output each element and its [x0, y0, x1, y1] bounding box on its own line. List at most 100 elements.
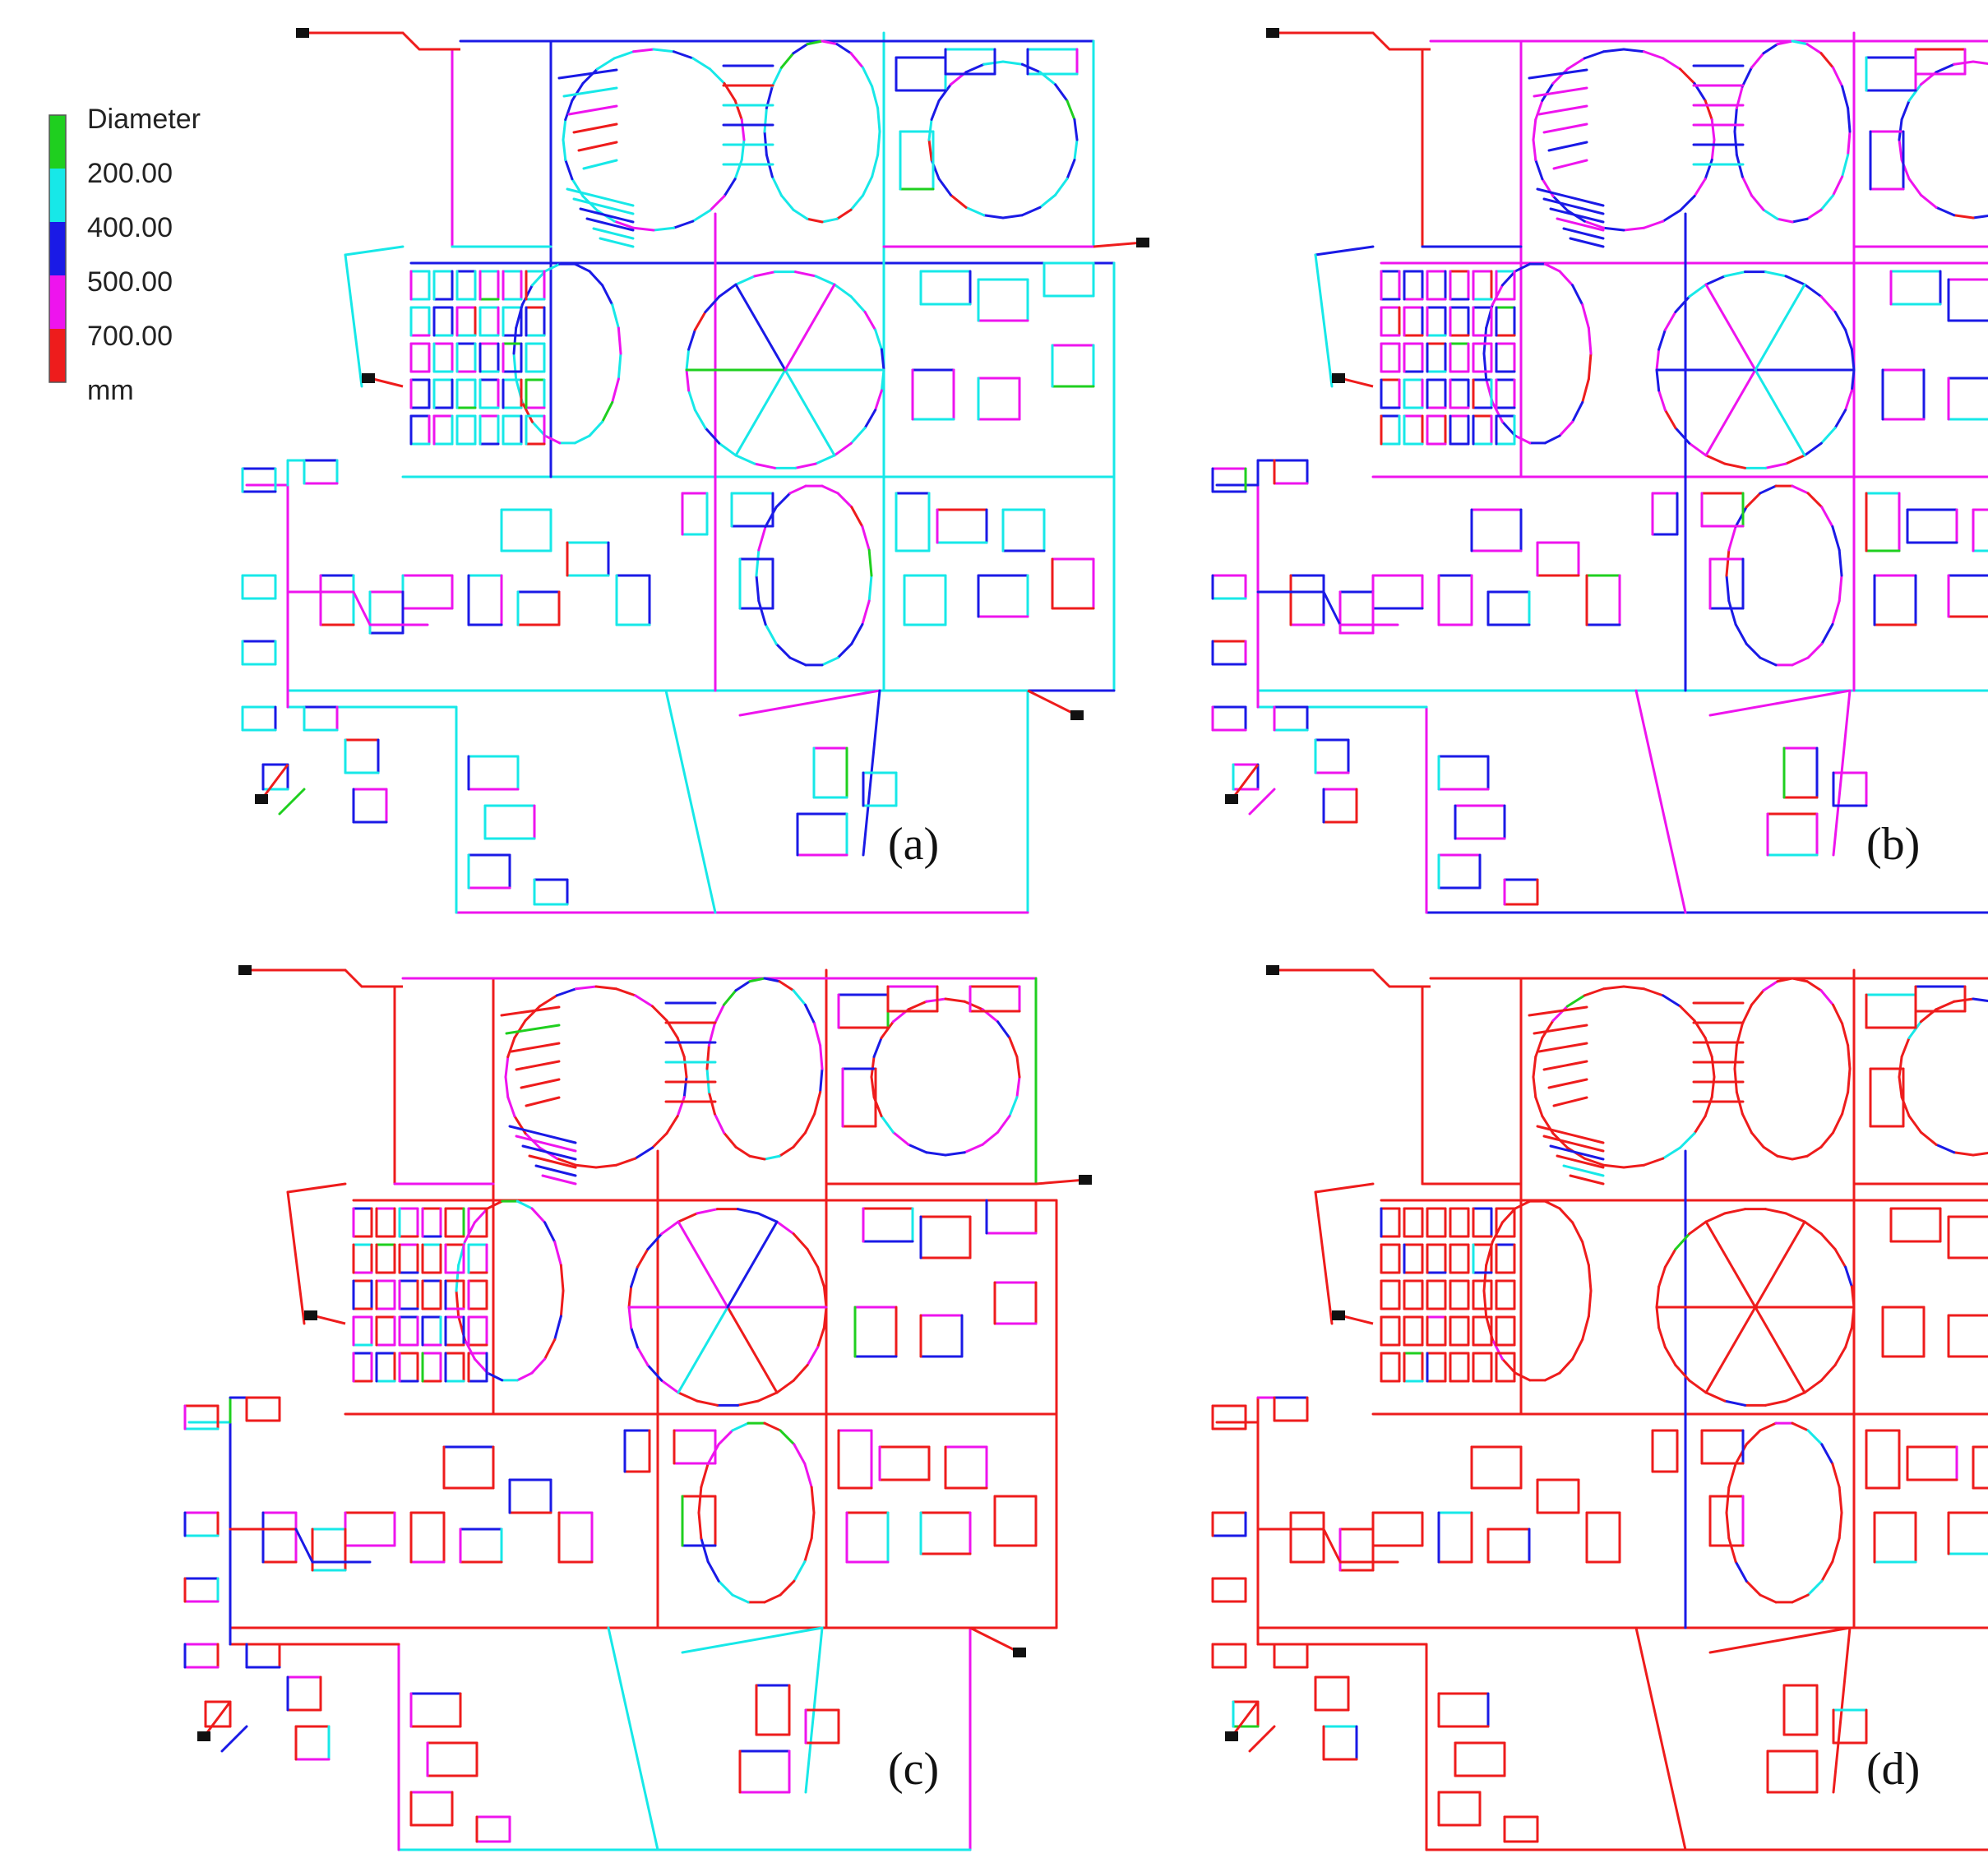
pipe-segment	[1066, 99, 1076, 121]
pipe-segment	[794, 270, 817, 278]
pipe-segment	[515, 1135, 577, 1153]
pipe-segment	[1020, 206, 1042, 217]
pipe-segment	[1935, 1143, 1956, 1154]
pipe-segment	[1533, 86, 1588, 98]
pipe-segment	[515, 1060, 561, 1071]
pipe-segment	[763, 977, 781, 983]
pipe-segment	[220, 1725, 248, 1753]
pipe-segment	[664, 689, 717, 914]
pipe-segment	[505, 1024, 561, 1035]
pipe-segment	[1015, 1075, 1021, 1099]
pipe-segment	[1565, 994, 1586, 1008]
pipe-segment	[733, 158, 743, 181]
pipe-segment	[788, 656, 807, 667]
pipe-segment	[660, 1379, 680, 1394]
pipe-segment	[880, 1115, 895, 1134]
pipe-segment	[763, 1421, 782, 1432]
pipe-segment	[530, 1357, 547, 1375]
pipe-segment	[925, 1151, 947, 1157]
pipe-segment	[1754, 368, 1806, 457]
pipe-segment	[1674, 1232, 1691, 1250]
pipe-segment	[278, 788, 306, 816]
feeder-main	[1232, 1701, 1260, 1736]
pipe-segment	[530, 270, 547, 287]
pipe-segment	[627, 1306, 633, 1329]
pipe-segment	[1734, 1560, 1748, 1583]
pipe-segment	[530, 1207, 547, 1224]
pipe-segment	[963, 1000, 984, 1011]
pipe-segment	[665, 1115, 679, 1135]
pipe-segment	[1314, 1190, 1334, 1325]
pipe-segment	[1791, 656, 1810, 667]
pipe-segment	[614, 987, 637, 997]
pipe-segment	[726, 1306, 779, 1394]
pipe-segment	[1001, 214, 1024, 220]
reservoir-icon	[1079, 1175, 1092, 1185]
pipe-segment	[1803, 1220, 1823, 1236]
pipe-segment	[814, 454, 836, 465]
pipe-segment	[731, 1593, 750, 1604]
pipe-segment	[1500, 420, 1517, 437]
pipe-segment	[849, 427, 867, 445]
reservoir-icon	[197, 1731, 210, 1741]
pipe-segment	[861, 175, 874, 197]
pipe-segment	[1552, 1096, 1588, 1107]
pipe-segment	[1688, 283, 1708, 298]
pipe-segment	[833, 441, 853, 457]
pipe-segment	[1754, 1306, 1806, 1394]
pipe-segment	[748, 1154, 766, 1161]
pipe-segment	[1322, 1528, 1342, 1564]
pipe-segment	[681, 1626, 824, 1654]
pipe-segment	[1663, 409, 1677, 430]
pipe-segment	[803, 1537, 813, 1563]
pipe-segment	[700, 1463, 710, 1489]
pipe-segment	[707, 1090, 716, 1116]
pipe-segment	[696, 1399, 719, 1407]
pipe-segment	[1805, 1145, 1823, 1158]
pipe-segment	[1831, 1003, 1844, 1025]
pipe-segment	[636, 1346, 650, 1367]
pipe-segment	[512, 326, 518, 355]
pipe-segment	[520, 1078, 561, 1089]
pipe-segment	[1642, 987, 1665, 997]
pipe-segment	[803, 1003, 816, 1025]
pipe-segment	[1750, 989, 1765, 1006]
pipe-segment	[599, 237, 635, 248]
pipe-segment	[696, 1208, 719, 1215]
pipe-segment	[835, 208, 853, 220]
pipe-segment	[1552, 159, 1588, 170]
pipe-segment	[1919, 1130, 1938, 1146]
pipe-segment	[1725, 548, 1731, 577]
pipe-segment	[1547, 141, 1588, 152]
pipe-segment	[1571, 1221, 1584, 1244]
pipe-segment	[1491, 1338, 1504, 1361]
pipe-segment	[738, 689, 881, 717]
pipe-segment	[515, 1199, 534, 1210]
pipe-segment	[1662, 994, 1682, 1008]
pipe-segment	[557, 68, 618, 80]
pipe-segment	[595, 57, 616, 71]
pipe-segment	[1571, 1338, 1584, 1361]
pipe-segment	[1750, 52, 1765, 69]
pipe-segment	[1534, 1036, 1544, 1059]
pipe-segment	[937, 178, 952, 196]
pipe-segment	[1723, 1399, 1746, 1407]
pipe-segment	[819, 1067, 824, 1093]
pipe-segment	[775, 1379, 795, 1394]
pipe-segment	[1819, 427, 1837, 445]
pipe-segment	[778, 980, 795, 992]
pipe-segment	[705, 1044, 710, 1070]
feeder-main	[369, 377, 404, 388]
pipe-segment	[682, 1075, 688, 1098]
pipe-segment	[748, 977, 766, 983]
network-panel-c	[183, 965, 1092, 1851]
pipe-segment	[778, 1145, 795, 1158]
pipe-segment	[500, 1005, 561, 1017]
pipe-segment	[1704, 454, 1727, 465]
pipe-segment	[1622, 1163, 1645, 1169]
pipe-segment	[704, 295, 721, 313]
panel-label-d: (d)	[1866, 1744, 1920, 1795]
pipe-segment	[1953, 214, 1975, 220]
pipe-segment	[1847, 1067, 1852, 1093]
feeder-main	[1339, 1314, 1374, 1325]
